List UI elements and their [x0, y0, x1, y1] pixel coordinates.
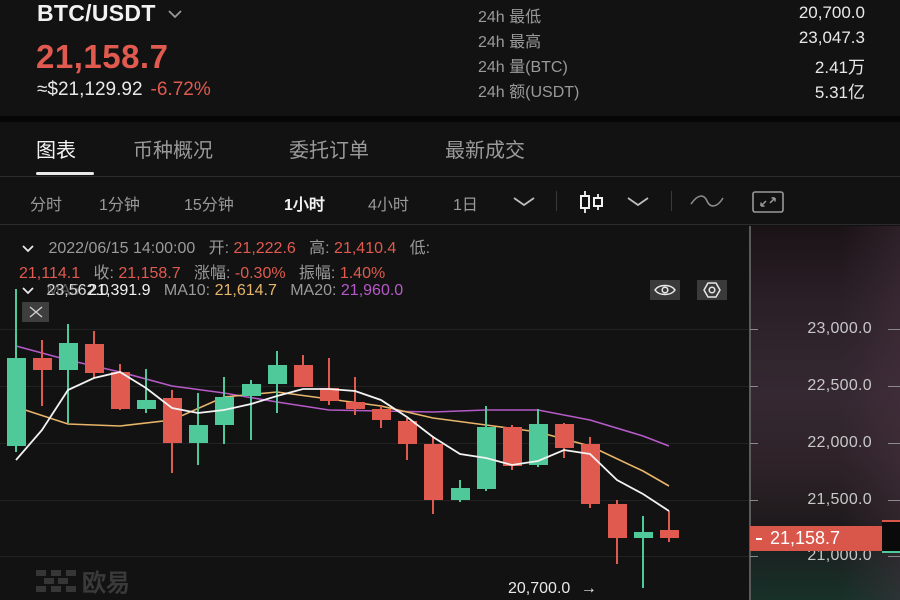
- ma-info-row: 23,562.0 MA5: 21,391.9 MA10: 21,614.7 MA…: [22, 282, 403, 300]
- current-price-tag-value: 21,158.7: [770, 528, 841, 548]
- tab-latest-trades[interactable]: 最新成交: [445, 140, 525, 162]
- timeframe-15m[interactable]: 15分钟: [184, 197, 234, 214]
- chevron-down-icon: [168, 9, 182, 18]
- timeframe-1d[interactable]: 1日: [453, 197, 478, 214]
- chart-low-marker: 20,700.0 →: [508, 580, 597, 597]
- ma20-value: 21,960.0: [340, 282, 404, 299]
- high-value: 21,410.4: [334, 240, 397, 257]
- axis-divider: [749, 226, 751, 600]
- toggle-visibility-button[interactable]: [650, 280, 680, 300]
- current-price-line: [0, 536, 749, 540]
- chart-low-value: 20,700.0: [508, 580, 571, 597]
- close-indicator-button[interactable]: [22, 302, 49, 322]
- ma20-label: MA20:: [290, 282, 337, 299]
- stat-value-24h-low: 20,700.0: [798, 3, 865, 22]
- change-value: -0.30%: [234, 265, 286, 282]
- tab-orders[interactable]: 委托订单: [289, 140, 369, 162]
- sub-price-row: ≈$21,129.92 -6.72%: [37, 79, 211, 101]
- low-label: 低:: [409, 240, 431, 257]
- okx-logo-icon: [36, 569, 76, 592]
- active-tab-indicator: [36, 172, 94, 175]
- approx-usd-price: ≈$21,129.92: [37, 79, 143, 100]
- close-label: 收:: [93, 265, 114, 282]
- timeframe-4h[interactable]: 4小时: [368, 197, 409, 214]
- stat-label-24h-turnover: 24h 额(USDT): [478, 84, 580, 101]
- indicator-wave-icon[interactable]: [690, 193, 724, 209]
- stat-label-24h-low: 24h 最低: [478, 9, 542, 26]
- ma5-label: MA5:: [46, 282, 84, 299]
- ohlc-info-row-1: 2022/06/15 14:00:00 开: 21,222.6 高: 21,41…: [22, 234, 430, 258]
- ticker-header: [0, 0, 900, 116]
- candles: [7, 289, 679, 588]
- ma5-line: [15, 371, 670, 512]
- grid-line: [0, 500, 749, 501]
- change-label: 涨幅:: [193, 265, 231, 282]
- timeframe-1m[interactable]: 1分钟: [99, 197, 140, 214]
- chart-high-marker: 23,562.0: [46, 282, 109, 299]
- y-tick-label: 23,000.0: [807, 320, 872, 337]
- grid-line: [0, 329, 749, 330]
- current-price-tag: 21,158.7: [750, 526, 882, 551]
- timeframe-time-share[interactable]: 分时: [30, 197, 63, 214]
- ohlc-info-row-2: 21,114.1 收: 21,158.7 涨幅: -0.30% 振幅: 1.40…: [19, 259, 385, 283]
- stat-label-24h-high: 24h 最高: [478, 34, 542, 51]
- watermark-text: 欧易: [82, 570, 130, 597]
- header-divider: [0, 116, 900, 122]
- candlestick-series: [7, 289, 679, 588]
- tab-coin-overview[interactable]: 币种概况: [133, 140, 213, 162]
- ma10-label: MA10:: [163, 282, 211, 299]
- pair-selector[interactable]: BTC/USDT: [37, 0, 182, 27]
- collapse-chevron-icon[interactable]: [22, 244, 34, 253]
- collapse-chevron-icon[interactable]: [22, 286, 34, 295]
- grid-line: [0, 556, 749, 557]
- fullscreen-icon[interactable]: [752, 191, 784, 213]
- okx-watermark-logo: 欧易: [36, 563, 130, 598]
- ma5-value: 21,391.9: [88, 282, 151, 299]
- candlestick-icon[interactable]: [579, 190, 605, 214]
- stat-value-24h-volume: 2.41万: [814, 58, 865, 77]
- indicator-settings-button[interactable]: [697, 280, 727, 300]
- eye-icon: [654, 284, 676, 296]
- candle-datetime: 2022/06/15 14:00:00: [48, 240, 196, 257]
- close-icon: [29, 306, 42, 318]
- tab-chart[interactable]: 图表: [36, 140, 76, 162]
- high-label: 高:: [309, 240, 330, 257]
- depth-marker: [882, 520, 900, 553]
- grid-line: [0, 443, 749, 444]
- chart-toolbar: 分时 1分钟 15分钟 1小时 4小时 1日: [0, 177, 900, 225]
- close-value: 21,158.7: [118, 265, 181, 282]
- y-tick-label: 22,000.0: [807, 434, 872, 451]
- chevron-down-icon[interactable]: [626, 195, 650, 209]
- y-tick-label: 21,000.0: [807, 547, 872, 564]
- ma10-value: 21,614.7: [214, 282, 277, 299]
- tab-bar: 图表 币种概况 委托订单 最新成交: [0, 122, 900, 177]
- open-label: 开:: [208, 240, 230, 257]
- amplitude-value: 1.40%: [339, 265, 386, 282]
- y-tick-label: 22,500.0: [807, 377, 872, 394]
- timeframe-1h[interactable]: 1小时: [284, 197, 325, 214]
- chevron-down-icon[interactable]: [512, 195, 536, 209]
- stat-value-24h-turnover: 5.31亿: [814, 83, 865, 102]
- last-price: 21,158.7: [36, 38, 169, 75]
- grid-line: [0, 386, 749, 387]
- gear-icon: [703, 282, 721, 298]
- stat-label-24h-volume: 24h 量(BTC): [478, 59, 568, 76]
- pair-label: BTC/USDT: [37, 0, 156, 26]
- y-tick-label: 21,500.0: [807, 491, 872, 508]
- low-value: 21,114.1: [19, 265, 81, 282]
- amplitude-label: 振幅:: [298, 265, 336, 282]
- open-value: 21,222.6: [233, 240, 296, 257]
- stat-value-24h-high: 23,047.3: [798, 28, 865, 47]
- change-percent: -6.72%: [150, 79, 211, 100]
